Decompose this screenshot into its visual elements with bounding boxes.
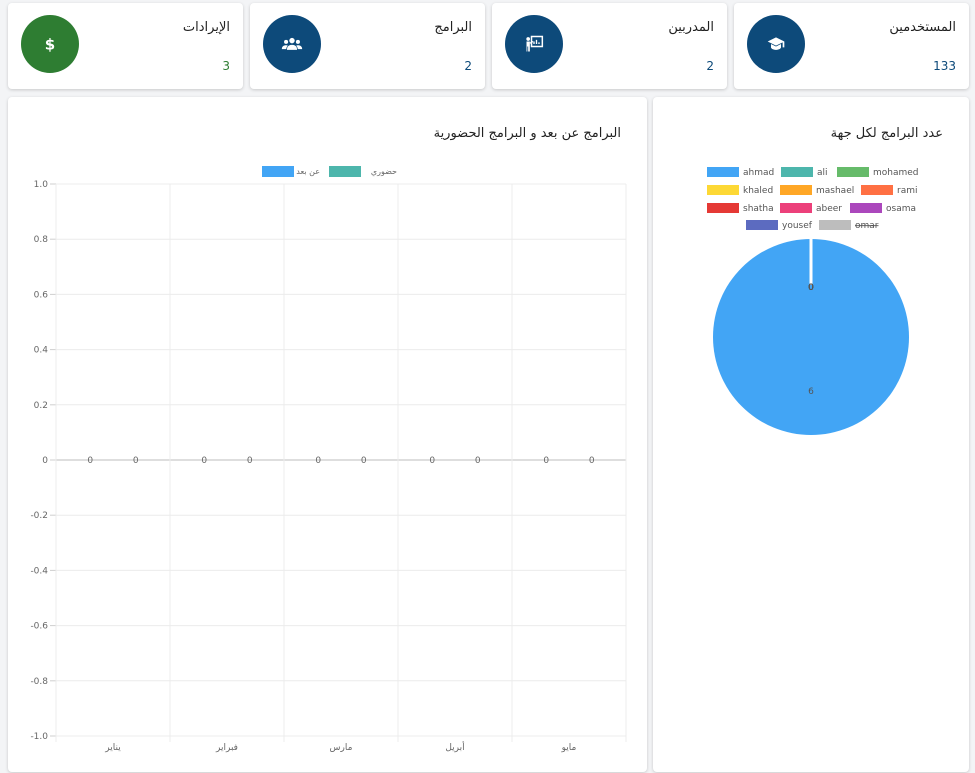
- y-tick-label: -0.2: [30, 511, 48, 521]
- legend-label: حضوري: [371, 167, 397, 176]
- legend-label: omar: [855, 221, 879, 231]
- legend-swatch: [329, 166, 361, 177]
- pie-data-label: 0: [808, 283, 814, 293]
- x-tick-label: فبراير: [215, 743, 238, 753]
- x-tick-label: أبريل: [445, 741, 464, 753]
- stat-value: 2: [464, 59, 472, 73]
- stat-title: الإيرادات: [182, 20, 230, 35]
- bar-chart: 1.0 0.8 0.6 0.4 0.2 0 -0.2 -0.4 -0.6 -0.8 -1.0 يناي…: [30, 166, 627, 753]
- legend-swatch: [780, 203, 812, 213]
- x-tick-label: مارس: [330, 743, 353, 753]
- legend-label: mohamed: [873, 168, 919, 178]
- data-label: 0: [133, 456, 139, 466]
- y-tick-label: -0.4: [30, 566, 48, 576]
- legend-swatch: [262, 166, 294, 177]
- stat-card-programs: البرامج 2: [250, 3, 485, 89]
- pie-data-label: 0: [808, 283, 814, 293]
- legend-label: rami: [897, 186, 917, 196]
- pie-data-label: 0: [808, 283, 814, 293]
- y-tick-label: 0: [42, 456, 48, 466]
- legend-swatch: [837, 167, 869, 177]
- bar-chart-panel: البرامج عن بعد و البرامج الحضورية 1.0 0.8…: [8, 97, 647, 772]
- stat-title: المستخدمين: [889, 20, 956, 35]
- graduation-cap-icon: [767, 37, 785, 50]
- legend-swatch: [746, 220, 778, 230]
- y-tick-label: 0.2: [34, 401, 48, 411]
- legend-swatch: [707, 203, 739, 213]
- data-label: 0: [429, 456, 435, 466]
- legend-label: abeer: [816, 204, 842, 214]
- x-tick-label: مايو: [561, 743, 577, 753]
- data-label: 0: [475, 456, 481, 466]
- y-tick-label: 0.4: [34, 346, 49, 356]
- legend-label: ali: [817, 168, 828, 178]
- dollar-icon: $: [45, 35, 55, 53]
- legend-label: yousef: [782, 221, 813, 231]
- svg-text:$: $: [45, 35, 55, 53]
- stat-title: المدربين: [668, 20, 714, 35]
- y-tick-label: 0.8: [34, 235, 49, 245]
- pie-data-label: 0: [808, 283, 814, 293]
- pie-data-label: 0: [808, 283, 814, 293]
- legend-swatch: [707, 185, 739, 195]
- pie-slice: [713, 239, 909, 435]
- data-label: 0: [87, 456, 93, 466]
- legend-label: mashael: [816, 186, 854, 196]
- users-icon: [281, 37, 303, 50]
- legend-label: khaled: [743, 186, 773, 196]
- data-label: 0: [361, 456, 367, 466]
- legend-label: shatha: [743, 204, 774, 214]
- y-tick-label: 0.6: [34, 290, 49, 300]
- stat-card-trainers: المدربين 2: [492, 3, 727, 89]
- stat-icon-bg: [505, 15, 563, 73]
- legend-swatch: [707, 167, 739, 177]
- stat-icon-bg: [747, 15, 805, 73]
- legend-swatch: [781, 167, 813, 177]
- x-tick-label: يناير: [104, 743, 121, 753]
- legend-label: ahmad: [743, 168, 774, 178]
- pie-data-label: 0: [808, 283, 814, 293]
- data-label: 0: [315, 456, 321, 466]
- legend-swatch: [850, 203, 882, 213]
- stat-value: 3: [222, 59, 230, 73]
- stat-value: 2: [706, 59, 714, 73]
- data-label: 0: [247, 456, 253, 466]
- y-tick-label: -1.0: [30, 732, 48, 742]
- stat-icon-bg: [263, 15, 321, 73]
- legend-swatch: [861, 185, 893, 195]
- stat-icon-bg: $: [21, 15, 79, 73]
- y-tick-label: -0.8: [30, 677, 48, 687]
- pie-data-label: 0: [808, 283, 814, 293]
- pie-data-label: 6: [808, 387, 814, 397]
- data-label: 0: [589, 456, 595, 466]
- y-tick-label: 1.0: [34, 180, 49, 190]
- legend-label: عن بعد: [296, 167, 320, 176]
- legend-label: osama: [886, 204, 916, 214]
- pie-chart-title: عدد البرامج لكل جهة: [830, 126, 943, 141]
- presentation-icon: [526, 35, 544, 52]
- stat-card-revenue: $ الإيرادات 3: [8, 3, 243, 89]
- bar-chart-title: البرامج عن بعد و البرامج الحضورية: [433, 126, 621, 141]
- pie-chart: ahmad ali mohamed khaled mashael rami shatha ab…: [707, 167, 919, 435]
- pie-chart-panel: عدد البرامج لكل جهة ahmad ali mohamed khale…: [653, 97, 969, 772]
- pie-data-label: 0: [808, 283, 814, 293]
- y-tick-label: -0.6: [30, 622, 48, 632]
- data-label: 0: [543, 456, 549, 466]
- data-label: 0: [201, 456, 207, 466]
- stat-card-users: المستخدمين 133: [734, 3, 969, 89]
- legend-swatch: [819, 220, 851, 230]
- legend-swatch: [780, 185, 812, 195]
- stat-value: 133: [933, 59, 956, 73]
- pie-data-label: 0: [808, 283, 814, 293]
- stat-title: البرامج: [434, 20, 472, 35]
